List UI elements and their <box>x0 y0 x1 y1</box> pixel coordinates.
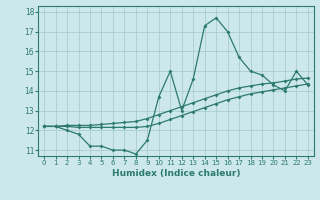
X-axis label: Humidex (Indice chaleur): Humidex (Indice chaleur) <box>112 169 240 178</box>
